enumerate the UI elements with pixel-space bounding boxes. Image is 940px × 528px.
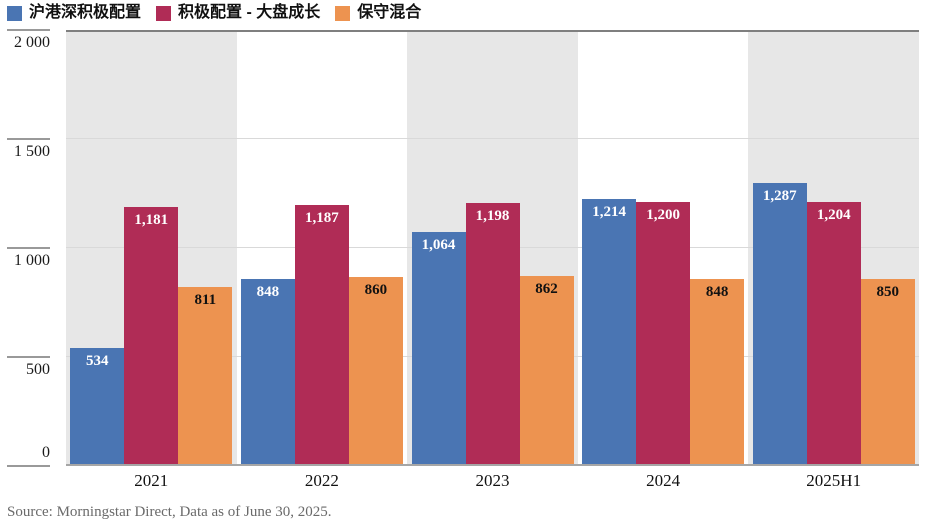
bar-value-label: 1,200: [646, 207, 680, 224]
bar-value-label: 1,214: [592, 204, 626, 221]
bar: 811: [178, 287, 233, 464]
bar: 534: [70, 347, 125, 464]
bar-value-label: 848: [256, 284, 280, 301]
bar-value-label: 1,204: [816, 206, 851, 223]
bar-value-label: 811: [194, 292, 217, 309]
y-tick-label: 500: [26, 361, 50, 378]
gridline: [66, 138, 919, 139]
bar: 1,204: [806, 201, 861, 464]
legend-item-label: 保守混合: [357, 4, 422, 21]
bar-value-label: 534: [86, 352, 109, 369]
y-tick-label: 0: [42, 444, 50, 461]
bar: 1,214: [582, 199, 637, 464]
bar: 848: [240, 279, 295, 464]
bar-value-label: 860: [364, 281, 388, 298]
x-category-label: 2025H1: [806, 471, 862, 490]
bar-value-label: 850: [876, 283, 899, 300]
y-tick-line: [7, 138, 50, 140]
legend-swatch-icon: [7, 5, 22, 21]
x-category-label: 2022: [304, 471, 339, 490]
x-axis-line: [66, 464, 919, 466]
bar-value-label: 1,187: [305, 210, 339, 227]
bar: 1,064: [411, 232, 466, 464]
plot-area: 534 1,181 811 848 1,187 860 1,064 1,198 862 1,214…: [66, 30, 919, 466]
legend-swatch-icon: [335, 5, 351, 21]
y-tick-label: 1 000: [14, 252, 50, 269]
y-tick-label: 1 500: [14, 143, 50, 160]
legend: 沪港深积极配置 积极配置 - 大盘成长 保守混合: [7, 5, 421, 21]
legend-swatch-icon: [156, 5, 172, 21]
bar: 848: [690, 279, 745, 464]
bar-value-label: 1,198: [475, 207, 510, 224]
bar: 1,287: [752, 183, 807, 464]
legend-item-3: 保守混合: [335, 5, 421, 21]
bar-value-label: 862: [535, 281, 558, 298]
bar-value-label: 1,064: [421, 237, 456, 254]
bar: 1,181: [124, 206, 179, 464]
source-note: Source: Morningstar Direct, Data as of J…: [7, 504, 332, 520]
x-category-label: 2021: [134, 471, 169, 490]
bar: 862: [519, 276, 574, 464]
y-tick-line: [7, 356, 50, 358]
plot-top-border: [66, 30, 919, 32]
bar: 1,198: [465, 202, 520, 464]
bar-value-label: 1,287: [762, 188, 797, 205]
bar: 850: [860, 278, 915, 464]
legend-item-label: 积极配置 - 大盘成长: [178, 4, 321, 21]
bar: 1,200: [636, 202, 691, 464]
legend-item-2: 积极配置 - 大盘成长: [156, 5, 320, 21]
y-tick-line: [7, 29, 50, 31]
legend-item-1: 沪港深积极配置: [7, 5, 141, 21]
y-tick-line: [7, 247, 50, 249]
x-category-label: 2024: [646, 471, 681, 490]
bar: 860: [348, 276, 403, 464]
bar: 1,187: [294, 205, 349, 464]
y-tick-label: 2 000: [14, 34, 50, 51]
legend-item-label: 沪港深积极配置: [29, 4, 142, 21]
x-category-label: 2023: [475, 471, 510, 490]
bar-value-label: 848: [705, 284, 729, 301]
bar-value-label: 1,181: [134, 211, 169, 228]
y-tick-line: [7, 465, 50, 467]
